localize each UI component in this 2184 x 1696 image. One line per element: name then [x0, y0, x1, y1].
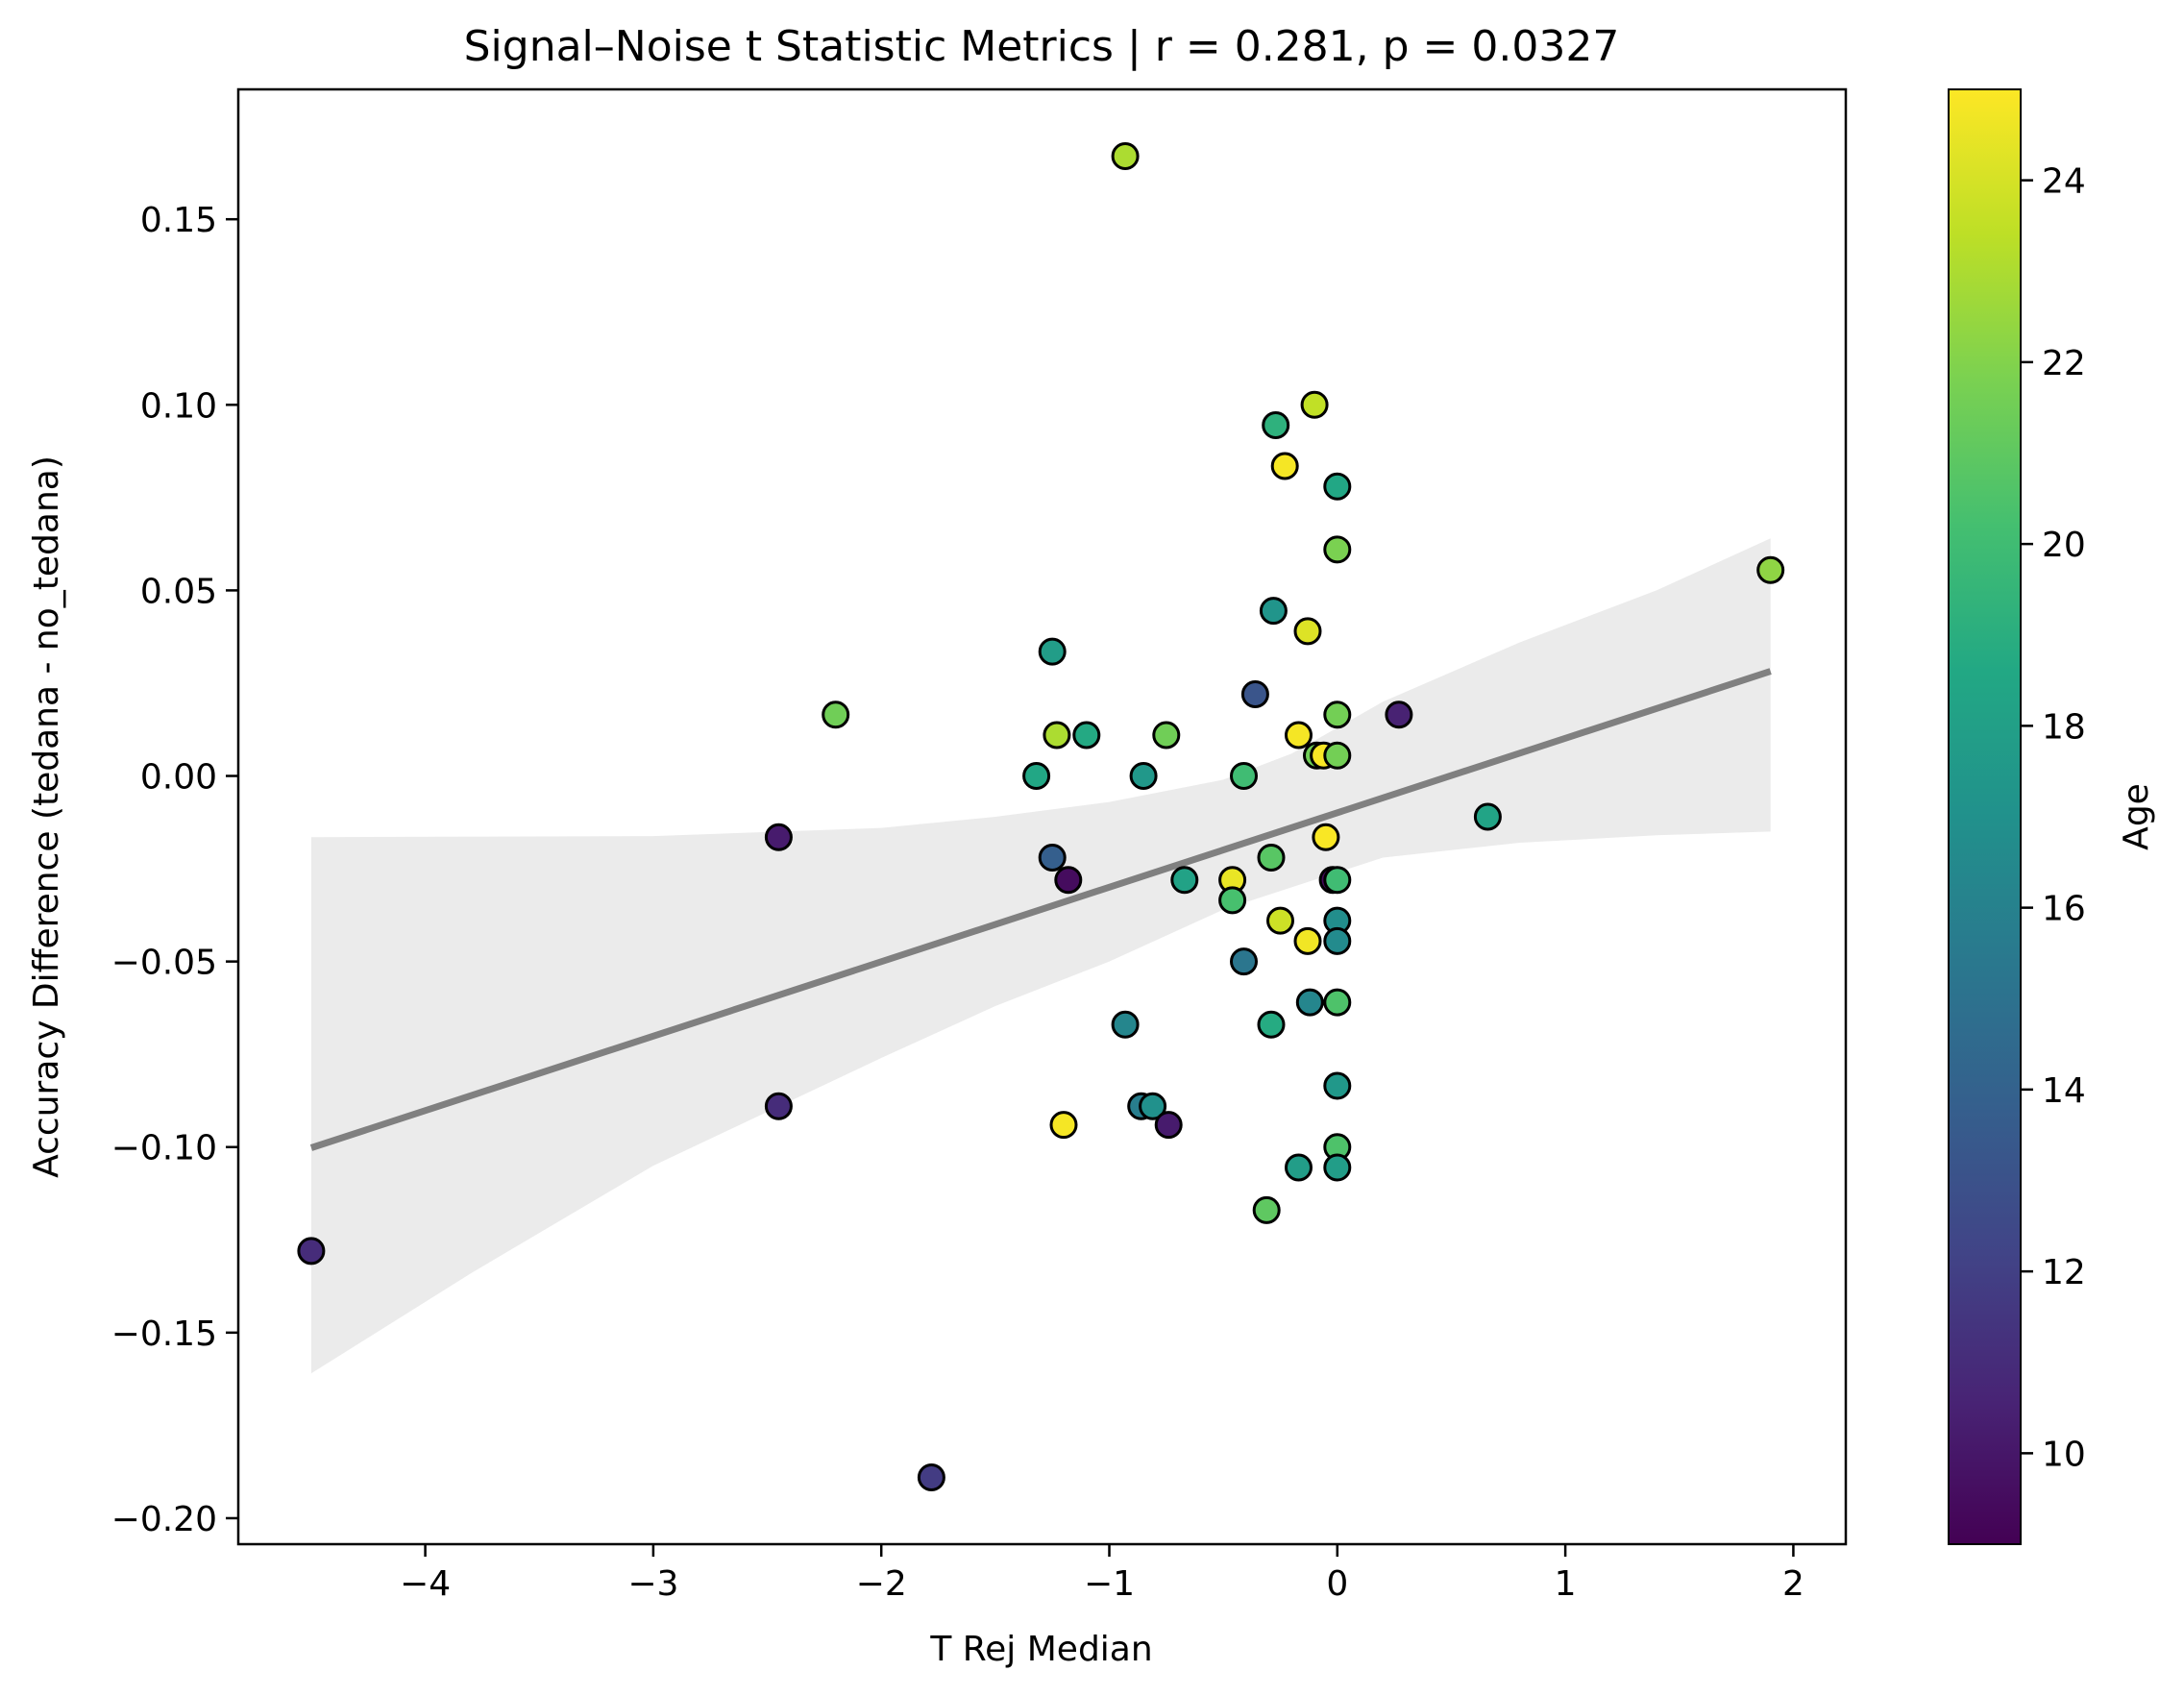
scatter-point: [1323, 535, 1352, 564]
scatter-point: [1022, 762, 1051, 790]
scatter-point: [764, 823, 793, 851]
scatter-point: [1293, 617, 1322, 646]
y-tick-label: 0.00: [140, 758, 217, 798]
scatter-point: [1295, 988, 1324, 1017]
x-axis: −4 −3 −2 −1 0 1 2: [400, 1544, 1804, 1604]
scatter-point: [1054, 866, 1083, 895]
colorbar-tick-label: 16: [2042, 890, 2086, 929]
y-axis-label: Accuracy Difference (tedana - no_tedana): [27, 455, 66, 1178]
scatter-point: [1257, 844, 1286, 872]
y-tick-label: −0.15: [111, 1315, 217, 1354]
x-tick-label: −2: [856, 1564, 907, 1604]
scatter-point: [822, 701, 850, 729]
scatter-point: [1218, 886, 1247, 915]
y-tick-label: 0.05: [140, 572, 217, 611]
colorbar-tick-label: 18: [2042, 707, 2086, 747]
scatter-point: [1270, 452, 1299, 480]
scatter-point: [1129, 762, 1158, 790]
scatter-point: [1043, 721, 1071, 750]
x-tick-label: 1: [1555, 1564, 1577, 1604]
scatter-point: [1323, 741, 1352, 770]
scatter-point: [1257, 1010, 1286, 1039]
scatter-point: [1252, 1195, 1281, 1224]
scatter-point: [1262, 411, 1290, 439]
colorbar-tick-label: 24: [2042, 162, 2086, 202]
scatter-point: [1323, 472, 1352, 501]
y-tick-label: 0.15: [140, 201, 217, 240]
confidence-band-area: [310, 538, 1771, 1374]
scatter-point: [1111, 142, 1140, 170]
y-axis: −0.20 −0.15 −0.10 −0.05 0.00 0.05 0.10 0.15: [111, 201, 238, 1539]
scatter-point: [1293, 926, 1322, 955]
scatter-point: [1259, 597, 1288, 626]
scatter-point: [1285, 1153, 1313, 1182]
scatter-point: [1285, 721, 1313, 750]
scatter-point: [1756, 555, 1785, 584]
colorbar-tick-label: 12: [2042, 1253, 2086, 1292]
x-tick-label: −1: [1084, 1564, 1135, 1604]
data-points: [297, 142, 1785, 1491]
scatter-point: [1111, 1010, 1140, 1039]
scatter-point: [297, 1237, 326, 1266]
scatter-point: [1266, 906, 1294, 935]
scatter-point: [1323, 1071, 1352, 1100]
scatter-point: [1154, 1111, 1183, 1140]
regression-line: [309, 668, 1772, 1151]
x-tick-label: 0: [1326, 1564, 1348, 1604]
y-tick-label: 0.10: [140, 386, 217, 426]
colorbar-tick-label: 22: [2042, 344, 2086, 383]
scatter-point: [1072, 721, 1101, 750]
x-axis-label: T Rej Median: [929, 1630, 1152, 1669]
colorbar-label: Age: [2117, 783, 2156, 850]
x-tick-label: −3: [627, 1564, 678, 1604]
colorbar-tick-label: 10: [2042, 1435, 2086, 1474]
scatter-point: [1323, 701, 1352, 729]
colorbar-tick-label: 20: [2042, 526, 2086, 565]
scatter-point: [1139, 1092, 1167, 1120]
colorbar-axis: 10 12 14 16 18 20 22 24: [2021, 162, 2086, 1474]
chart-title: Signal–Noise t Statistic Metrics | r = 0…: [464, 22, 1620, 71]
scatter-point: [1049, 1111, 1078, 1140]
confidence-band: [310, 538, 1771, 1374]
colorbar-tick-label: 14: [2042, 1071, 2086, 1111]
plot-frame: [236, 87, 1848, 1546]
scatter-point: [1323, 866, 1352, 895]
scatter-point: [1038, 844, 1067, 872]
scatter-point: [1385, 701, 1413, 729]
x-tick-label: −4: [400, 1564, 451, 1604]
scatter-point: [764, 1092, 793, 1120]
scatter-point: [1473, 802, 1502, 831]
y-tick-label: −0.20: [111, 1500, 217, 1539]
scatter-point: [1323, 1153, 1352, 1182]
scatter-point: [1300, 390, 1329, 419]
x-tick-label: 2: [1782, 1564, 1804, 1604]
scatter-point: [1240, 680, 1269, 708]
scatter-point: [1323, 926, 1352, 955]
scatter-point: [1312, 823, 1340, 851]
scatter-point: [1230, 762, 1258, 790]
regression-line-group: [309, 668, 1772, 1151]
y-tick-label: −0.05: [111, 944, 217, 983]
scatter-point: [917, 1463, 945, 1491]
scatter-point: [1038, 637, 1067, 666]
y-tick-label: −0.10: [111, 1129, 217, 1168]
scatter-point: [1323, 988, 1352, 1017]
colorbar: [1948, 88, 2022, 1545]
scatter-point: [1170, 866, 1199, 895]
scatter-point: [1152, 721, 1181, 750]
scatter-point: [1230, 947, 1258, 976]
